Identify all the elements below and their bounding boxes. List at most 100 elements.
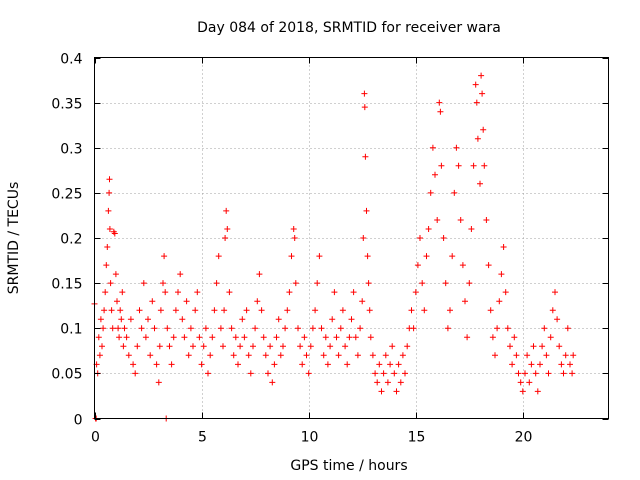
data-point — [147, 352, 154, 359]
data-point — [554, 316, 561, 323]
data-point — [142, 334, 149, 341]
data-point — [314, 280, 321, 287]
data-point — [211, 307, 218, 314]
data-point — [438, 162, 445, 169]
data-point — [393, 388, 400, 395]
data-point — [547, 334, 554, 341]
data-point — [362, 153, 369, 160]
data-point — [172, 307, 179, 314]
data-point — [408, 307, 415, 314]
data-point — [352, 334, 359, 341]
data-point — [457, 217, 464, 223]
x-tick-label: 0 — [91, 430, 100, 446]
data-point — [337, 325, 344, 332]
data-point — [109, 325, 116, 332]
data-point — [297, 343, 304, 350]
data-point — [151, 325, 158, 332]
data-point — [262, 352, 269, 359]
data-point — [237, 343, 244, 350]
data-point — [541, 325, 548, 332]
data-point — [170, 334, 177, 341]
data-point — [556, 343, 563, 350]
data-point — [149, 298, 156, 305]
data-point — [366, 307, 373, 314]
data-point — [275, 316, 282, 323]
data-point — [271, 361, 278, 368]
data-point — [453, 144, 460, 151]
data-point — [429, 144, 436, 151]
data-point — [157, 307, 164, 314]
data-point — [207, 352, 214, 359]
y-tick-label: 0.1 — [60, 322, 82, 338]
data-point — [95, 334, 102, 341]
data-point — [331, 289, 338, 296]
data-point — [96, 352, 103, 359]
x-axis-labels: 0 5 10 15 20 — [91, 430, 532, 446]
data-point — [198, 361, 205, 368]
data-point — [138, 325, 145, 332]
data-point — [116, 334, 123, 341]
data-point — [537, 361, 543, 368]
data-point — [243, 307, 250, 314]
data-point — [223, 207, 230, 214]
data-point — [114, 298, 120, 305]
data-point — [140, 280, 147, 287]
data-point — [136, 307, 143, 314]
data-point — [473, 99, 480, 106]
data-point — [397, 379, 404, 386]
data-point — [106, 226, 113, 232]
data-point — [104, 244, 111, 250]
data-point — [187, 325, 194, 332]
data-point — [522, 370, 528, 377]
data-point — [284, 307, 291, 314]
data-point — [324, 361, 331, 368]
data-point — [103, 262, 110, 269]
data-point — [414, 262, 421, 269]
data-point — [123, 334, 130, 341]
data-point — [220, 343, 226, 350]
data-point — [230, 352, 237, 359]
data-point — [444, 325, 451, 332]
data-point — [327, 343, 334, 350]
data-point — [221, 307, 228, 314]
data-point — [181, 334, 188, 341]
data-point — [280, 343, 286, 350]
data-point — [107, 280, 114, 287]
data-point — [185, 352, 192, 359]
data-point — [200, 343, 207, 350]
data-point — [282, 325, 289, 332]
y-tick-label: 0.2 — [60, 232, 82, 248]
data-point — [153, 361, 160, 368]
data-point — [108, 307, 115, 314]
x-tick-label: 15 — [408, 430, 426, 446]
data-point — [361, 104, 368, 111]
data-point — [427, 189, 434, 196]
data-point — [247, 370, 254, 377]
data-point — [410, 325, 417, 332]
data-point — [342, 343, 349, 350]
y-tick-label: 0 — [74, 413, 83, 429]
data-point — [494, 325, 501, 332]
data-point — [175, 289, 181, 296]
data-point — [498, 271, 505, 278]
data-point — [177, 271, 184, 278]
data-point — [303, 352, 310, 359]
data-point — [217, 325, 224, 332]
data-point — [179, 316, 186, 323]
data-point — [292, 280, 299, 287]
data-point — [387, 361, 394, 368]
data-point — [365, 280, 372, 287]
data-point — [112, 271, 119, 278]
data-point — [360, 235, 367, 241]
data-point — [269, 379, 276, 386]
data-point — [492, 352, 498, 359]
data-point — [350, 289, 357, 296]
data-point — [395, 361, 402, 368]
data-point — [307, 343, 314, 350]
data-point — [290, 226, 297, 232]
data-point — [256, 271, 263, 278]
y-axis-title: SRMTID / TECUs — [6, 182, 22, 295]
data-point — [402, 370, 408, 377]
data-point — [524, 352, 531, 359]
data-point — [380, 370, 387, 377]
